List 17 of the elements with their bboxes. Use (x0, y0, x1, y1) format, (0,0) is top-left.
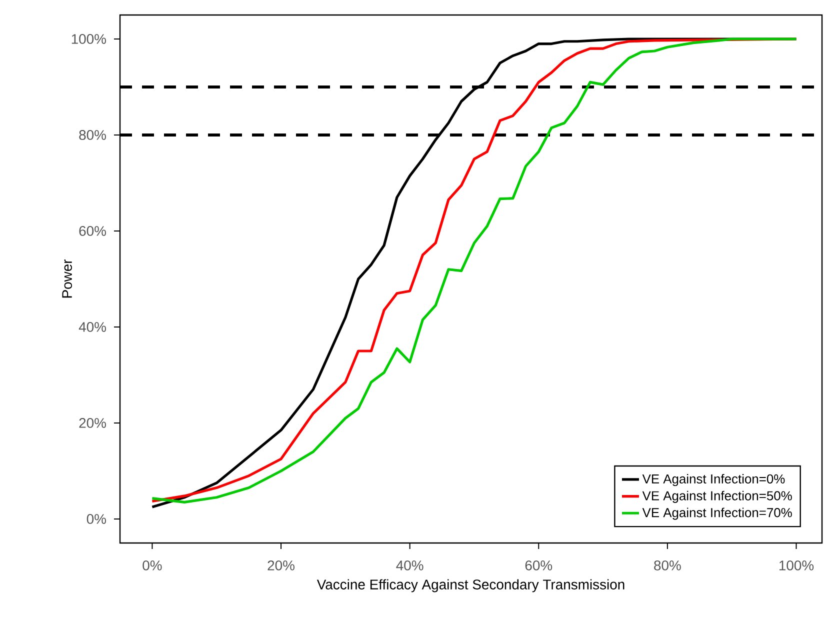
x-tick-label: 40% (396, 560, 424, 570)
y-tick-label: 20% (79, 418, 106, 428)
x-axis-title: Vaccine Efficacy Against Secondary Transmission (316, 579, 624, 592)
legend-label: VE Against Infection=50% (642, 490, 792, 503)
y-tick-label: 0% (86, 514, 106, 524)
x-tick-label: 0% (142, 560, 162, 570)
legend-label: VE Against Infection=0% (642, 474, 785, 486)
x-tick-label: 80% (654, 560, 681, 570)
y-tick-label: 40% (78, 322, 106, 332)
x-tick-label: 60% (525, 560, 552, 570)
legend-label: VE Against Infection=70% (642, 508, 792, 520)
y-tick-label: 80% (79, 130, 106, 140)
x-tick-label: 20% (268, 560, 294, 570)
x-tick-label: 100% (779, 560, 814, 570)
y-tick-label: 60% (79, 226, 106, 236)
y-axis-title: Power (62, 259, 72, 298)
y-tick-label: 100% (72, 34, 106, 44)
